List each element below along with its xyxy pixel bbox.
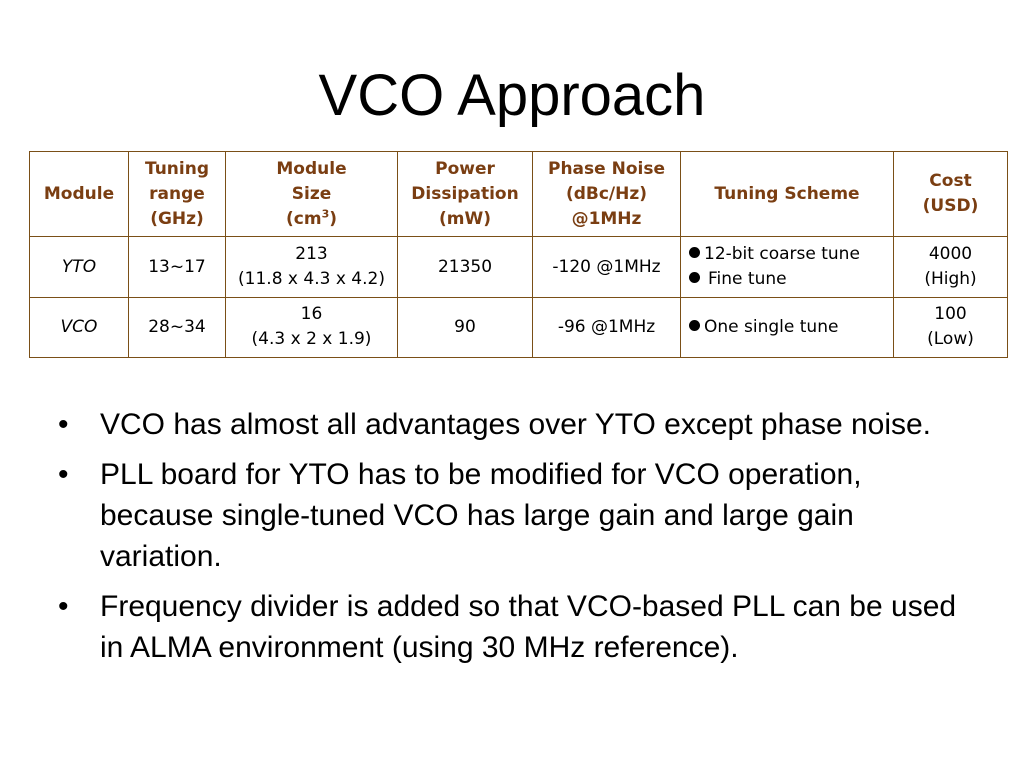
header-phase-noise-line: @1MHz [571,208,642,229]
table-header-row: Module Tuning range (GHz) Module Size (c… [29,150,1008,238]
cell-phase-noise: -96 @1MHz [532,296,681,359]
cell-module-size: 16 (4.3 x 2 x 1.9) [225,296,398,359]
scheme-item-label: 12-bit coarse tune [704,244,860,265]
scheme-item-label: Fine tune [708,269,787,290]
cell-module: YTO [29,236,129,298]
bullet-dot-icon [689,272,700,284]
header-cost-line: (USD) [922,196,979,217]
bullet-text: PLL board for YTO has to be modified for… [100,458,862,573]
slide-title: VCO Approach [318,63,706,128]
header-cost-line: Cost [929,171,972,192]
scheme-item: Fine tune [689,267,891,292]
header-power-line: Dissipation [411,183,519,204]
cell-module-size: 213 (11.8 x 4.3 x 4.2) [225,236,398,298]
header-power-line: (mW) [438,208,491,229]
cell-cost: 4000 (High) [893,236,1008,298]
bullet-icon: • [58,590,69,623]
header-module: Module [29,150,129,238]
cell-cost: 100 (Low) [893,296,1008,359]
bullet-item: • PLL board for YTO has to be modified f… [58,454,978,577]
header-tuning-scheme: Tuning Scheme [680,150,894,238]
header-tuning-scheme-label: Tuning Scheme [714,183,860,204]
size-value: 213 [295,244,328,265]
table-row: VCO 28~34 16 (4.3 x 2 x 1.9) 90 -96 @1MH… [29,296,1008,359]
header-phase-noise: Phase Noise (dBc/Hz) @1MHz [532,150,681,238]
bullet-dot-icon [689,247,700,259]
bullet-icon: • [58,408,69,441]
header-module-size-line: Size [291,183,332,204]
header-module-size-unit: (cm3) [228,207,395,232]
cell-tuning-scheme: One single tune [680,296,894,359]
header-power-line: Power [435,158,495,179]
cell-module: VCO [29,296,129,359]
header-module-size: Module Size (cm3) [225,150,398,238]
cost-value: 4000 [928,244,973,265]
cell-power: 21350 [397,236,533,298]
bullet-text: VCO has almost all advantages over YTO e… [100,408,932,441]
size-value: 16 [300,304,323,325]
unit-close: ) [329,208,337,229]
bullet-item: • Frequency divider is added so that VCO… [58,586,978,668]
size-dimensions: (4.3 x 2 x 1.9) [251,329,372,350]
cost-level: (High) [924,269,977,290]
header-tuning-range-line: range [149,183,205,204]
bullet-icon: • [58,458,69,491]
header-tuning-range-line: Tuning [144,158,210,179]
cell-tuning-range: 13~17 [128,236,226,298]
header-power: Power Dissipation (mW) [397,150,533,238]
cell-tuning-range: 28~34 [128,296,226,359]
cell-tuning-scheme: 12-bit coarse tune Fine tune [680,236,894,298]
comparison-table: Module Tuning range (GHz) Module Size (c… [29,150,1008,359]
header-module-size-line: Module [276,158,347,179]
bullet-text: Frequency divider is added so that VCO-b… [100,590,957,664]
scheme-item: One single tune [689,315,891,340]
unit-base: (cm [286,208,322,229]
size-dimensions: (11.8 x 4.3 x 4.2) [238,269,385,290]
cell-phase-noise: -120 @1MHz [532,236,681,298]
table-row: YTO 13~17 213 (11.8 x 4.3 x 4.2) 21350 -… [29,236,1008,298]
cell-power: 90 [397,296,533,359]
cost-level: (Low) [927,329,974,350]
header-tuning-range-line: (GHz) [150,208,204,229]
bullet-dot-icon [689,319,700,331]
cost-value: 100 [934,304,967,325]
scheme-item-label: One single tune [704,316,839,337]
header-phase-noise-line: Phase Noise [548,158,665,179]
header-cost: Cost (USD) [893,150,1008,238]
header-module-label: Module [43,183,115,204]
unit-exponent: 3 [321,207,330,221]
scheme-item: 12-bit coarse tune [689,242,891,267]
bullet-list: • VCO has almost all advantages over YTO… [58,404,978,677]
header-phase-noise-line: (dBc/Hz) [565,183,648,204]
header-tuning-range: Tuning range (GHz) [128,150,226,238]
bullet-item: • VCO has almost all advantages over YTO… [58,404,978,445]
